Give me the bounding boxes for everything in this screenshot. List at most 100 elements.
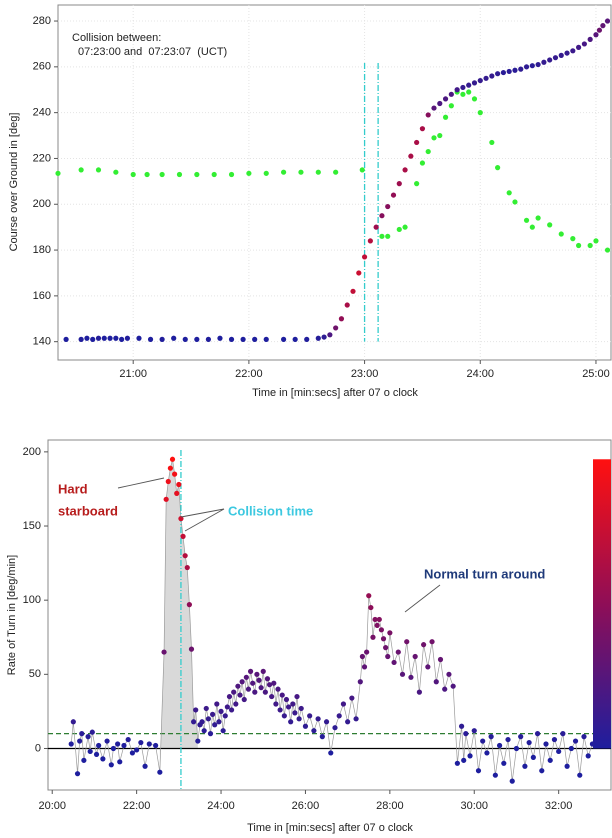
data-point xyxy=(526,739,532,746)
data-point xyxy=(63,336,69,342)
data-point xyxy=(529,63,535,69)
leader-line xyxy=(117,477,165,489)
data-point xyxy=(466,82,472,88)
data-point xyxy=(176,171,183,178)
data-point xyxy=(218,708,224,714)
data-point xyxy=(506,68,512,75)
x-tick-label: 24:00 xyxy=(207,800,235,812)
y-tick-label: 200 xyxy=(33,198,51,210)
data-point xyxy=(252,336,258,342)
x-tick-label: 22:00 xyxy=(123,800,151,812)
data-point xyxy=(237,692,243,698)
data-point xyxy=(260,668,266,674)
data-point xyxy=(321,334,327,340)
y-tick-label: 220 xyxy=(33,152,51,164)
x-tick-label: 20:00 xyxy=(38,800,66,812)
data-point xyxy=(395,649,401,655)
data-point xyxy=(110,745,117,752)
data-point xyxy=(228,707,235,713)
data-point xyxy=(429,639,435,645)
data-point xyxy=(79,731,85,737)
data-point xyxy=(78,336,84,342)
data-point xyxy=(231,689,237,695)
annotation: Hard xyxy=(58,481,88,496)
data-point xyxy=(171,335,177,341)
data-point xyxy=(319,734,325,740)
data-point xyxy=(263,170,269,176)
data-point xyxy=(245,686,252,692)
data-point xyxy=(596,27,603,33)
data-point xyxy=(55,170,61,176)
data-point xyxy=(383,645,389,651)
data-point xyxy=(442,114,449,120)
data-point xyxy=(353,716,359,722)
data-point xyxy=(95,167,102,173)
data-point xyxy=(408,674,414,680)
data-point xyxy=(518,66,524,72)
data-point xyxy=(425,664,431,670)
data-point xyxy=(442,686,448,692)
data-point xyxy=(560,731,566,737)
data-point xyxy=(328,750,334,756)
data-point xyxy=(195,738,201,744)
data-point xyxy=(142,763,148,769)
annotation: Normal turn around xyxy=(424,566,545,581)
data-point xyxy=(108,762,114,768)
data-point xyxy=(477,77,483,84)
data-point xyxy=(136,335,142,341)
data-point xyxy=(460,91,466,97)
data-point xyxy=(180,533,186,539)
y-tick-label: 280 xyxy=(33,15,51,27)
data-point xyxy=(529,224,535,230)
x-tick-label: 32:00 xyxy=(545,800,573,812)
data-point xyxy=(161,649,167,655)
data-point xyxy=(304,336,310,342)
data-point xyxy=(495,71,501,77)
data-point xyxy=(518,734,524,740)
x-tick-label: 21:00 xyxy=(119,368,147,380)
data-point xyxy=(201,728,207,734)
data-point xyxy=(68,741,74,747)
data-point xyxy=(292,710,298,716)
data-point xyxy=(235,683,241,689)
data-point xyxy=(163,496,169,502)
data-point xyxy=(117,759,123,765)
data-point xyxy=(182,553,188,559)
data-point xyxy=(115,741,121,747)
data-point xyxy=(530,754,536,760)
data-point xyxy=(467,753,473,759)
data-point xyxy=(390,192,397,198)
data-point xyxy=(419,126,426,132)
y-tick-label: 150 xyxy=(23,520,41,532)
data-point xyxy=(228,336,235,342)
data-point xyxy=(414,181,420,187)
data-point xyxy=(480,738,486,744)
data-point xyxy=(205,716,211,722)
y-tick-label: 0 xyxy=(35,742,41,754)
data-point xyxy=(461,757,467,763)
data-point xyxy=(556,748,562,755)
data-point xyxy=(489,73,495,79)
annotation: Collision time xyxy=(228,503,313,518)
data-point xyxy=(81,757,87,763)
leader-line xyxy=(404,584,441,613)
data-point xyxy=(84,335,90,341)
data-point xyxy=(366,593,372,599)
shaded-area xyxy=(159,459,198,773)
data-point xyxy=(379,213,385,219)
data-point xyxy=(194,171,200,178)
data-point xyxy=(492,772,498,778)
data-point xyxy=(419,160,426,166)
data-point xyxy=(433,679,439,685)
data-point xyxy=(240,336,246,342)
data-point xyxy=(604,18,611,24)
data-point xyxy=(359,167,365,173)
data-point xyxy=(535,215,541,221)
data-point xyxy=(471,80,478,86)
data-point xyxy=(250,680,256,686)
data-point xyxy=(385,653,391,660)
data-point xyxy=(421,642,427,648)
leader-line xyxy=(184,508,225,532)
data-point xyxy=(104,738,110,744)
x-tick-label: 28:00 xyxy=(376,800,404,812)
